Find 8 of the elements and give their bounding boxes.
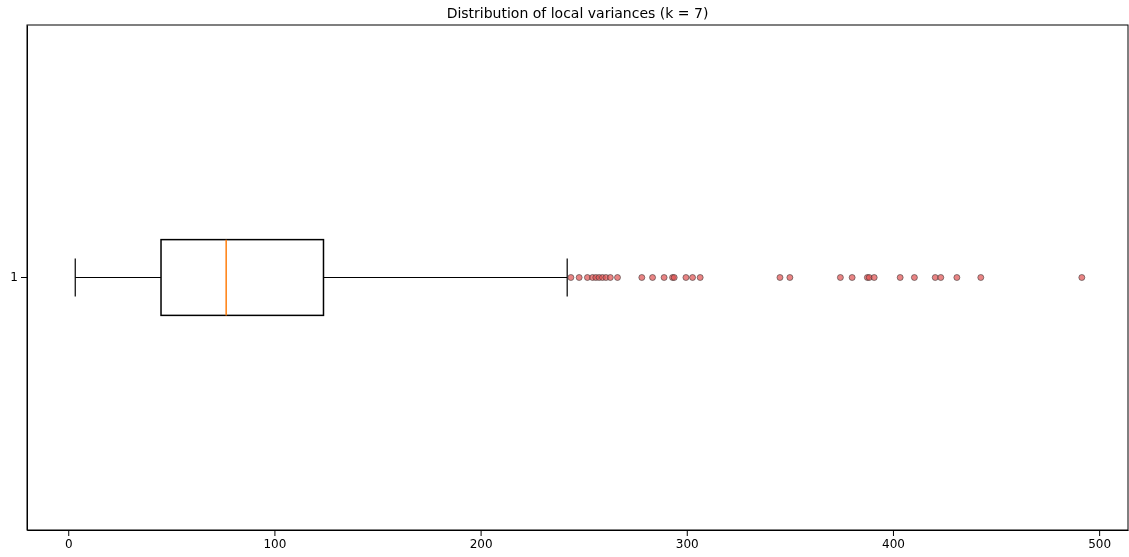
chart-title: Distribution of local variances (k = 7) bbox=[446, 5, 709, 21]
x-tick-label: 200 bbox=[469, 536, 493, 551]
x-tick-label: 100 bbox=[263, 536, 287, 551]
x-tick-label: 400 bbox=[882, 536, 905, 551]
x-tick-label: 0 bbox=[64, 536, 73, 551]
x-tick-label: 500 bbox=[1088, 536, 1112, 551]
x-tick-label: 300 bbox=[675, 536, 699, 551]
y-tick-label: 1 bbox=[10, 270, 18, 285]
